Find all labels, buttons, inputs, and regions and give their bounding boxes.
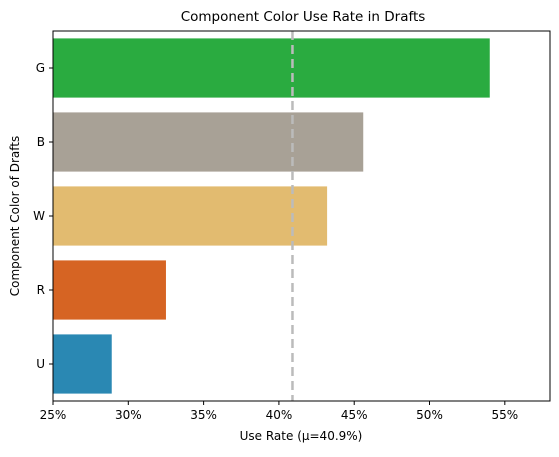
- bars-layer: [53, 38, 490, 394]
- bar-b: [53, 112, 364, 172]
- x-tick-label: 55%: [491, 408, 518, 422]
- y-tick-label-u: U: [36, 357, 45, 371]
- chart-title: Component Color Use Rate in Drafts: [181, 9, 426, 25]
- y-axis-label: Component Color of Drafts: [8, 136, 22, 297]
- x-axis: 25% 30% 35% 40% 45% 50% 55%: [40, 401, 518, 422]
- bar-g: [53, 38, 490, 98]
- x-tick-label: 25%: [40, 408, 67, 422]
- x-tick-label: 30%: [115, 408, 142, 422]
- bar-r: [53, 260, 166, 320]
- x-axis-label: Use Rate (μ=40.9%): [240, 429, 363, 443]
- y-tick-label-r: R: [37, 283, 45, 297]
- y-tick-label-w: W: [33, 209, 45, 223]
- x-tick-label: 35%: [190, 408, 217, 422]
- y-axis: G B W R U: [33, 61, 53, 371]
- x-tick-label: 50%: [416, 408, 443, 422]
- x-tick-label: 45%: [341, 408, 368, 422]
- x-tick-label: 40%: [266, 408, 293, 422]
- y-tick-label-b: B: [37, 135, 45, 149]
- bar-w: [53, 186, 328, 246]
- bar-u: [53, 334, 112, 394]
- y-tick-label-g: G: [36, 61, 45, 75]
